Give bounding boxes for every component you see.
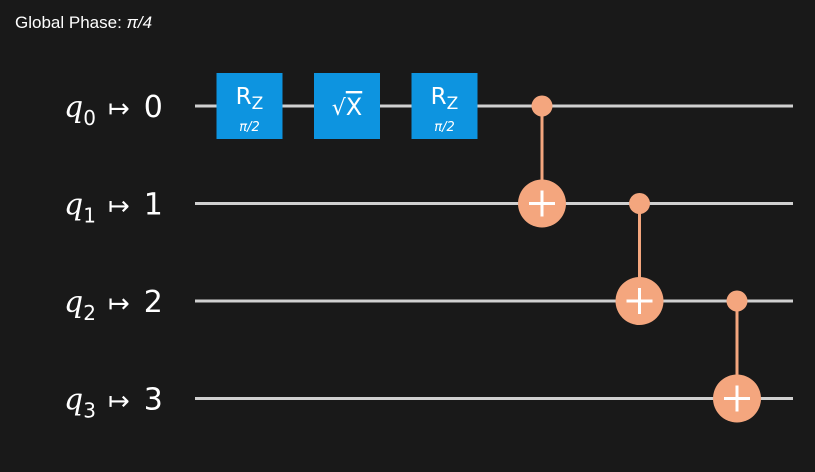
gate-label: RZ [236, 84, 264, 114]
gate-param: π/2 [434, 120, 454, 135]
gate-param: π/2 [239, 120, 259, 135]
sx-gate-sx-1: √X [314, 73, 380, 139]
gate-box [216, 73, 283, 139]
gate-box [411, 73, 478, 139]
qubit-label-2: q2 ↦ 2 [64, 285, 163, 325]
control-dot [726, 290, 748, 312]
gate-box [314, 73, 380, 139]
cnot-gate-cx-1 [518, 95, 566, 228]
gates-layer: RZ π/2 √X RZ π/2 [216, 73, 761, 423]
cnot-gate-cx-3 [713, 290, 761, 423]
gate-label: RZ [431, 84, 459, 114]
qubit-label-1: q1 ↦ 1 [64, 188, 163, 228]
qubit-labels: q0 ↦ 0 q1 ↦ 1 q2 ↦ 2 q3 ↦ 3 [64, 90, 163, 423]
qubit-wires [195, 104, 793, 400]
cnot-gate-cx-2 [615, 193, 664, 325]
qubit-label-0: q0 ↦ 0 [64, 90, 163, 130]
gate-label: √X [332, 93, 362, 121]
control-dot [629, 193, 650, 214]
rz-gate-rz-1: RZ π/2 [216, 73, 283, 139]
qubit-label-3: q3 ↦ 3 [64, 383, 163, 423]
global-phase-label: Global Phase: π/4 [15, 13, 152, 32]
control-dot [531, 95, 553, 117]
rz-gate-rz-2: RZ π/2 [411, 73, 478, 139]
